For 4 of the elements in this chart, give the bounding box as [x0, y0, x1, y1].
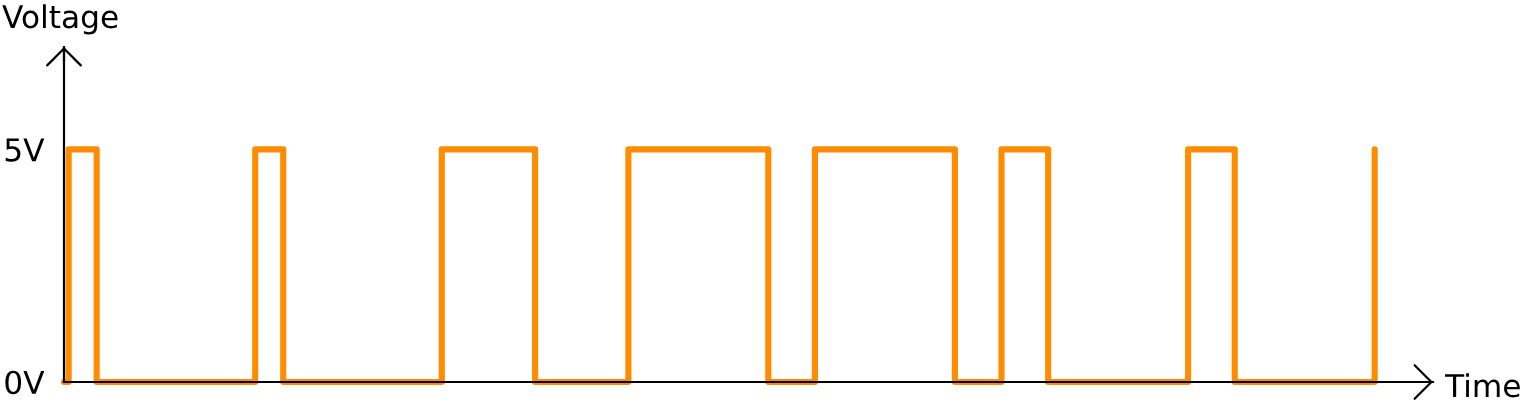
x-axis-title: Time	[1444, 373, 1520, 398]
y-tick-label: 0V	[5, 370, 45, 395]
y-axis-title: Voltage	[2, 4, 118, 35]
y-tick-label: 5V	[5, 138, 45, 162]
